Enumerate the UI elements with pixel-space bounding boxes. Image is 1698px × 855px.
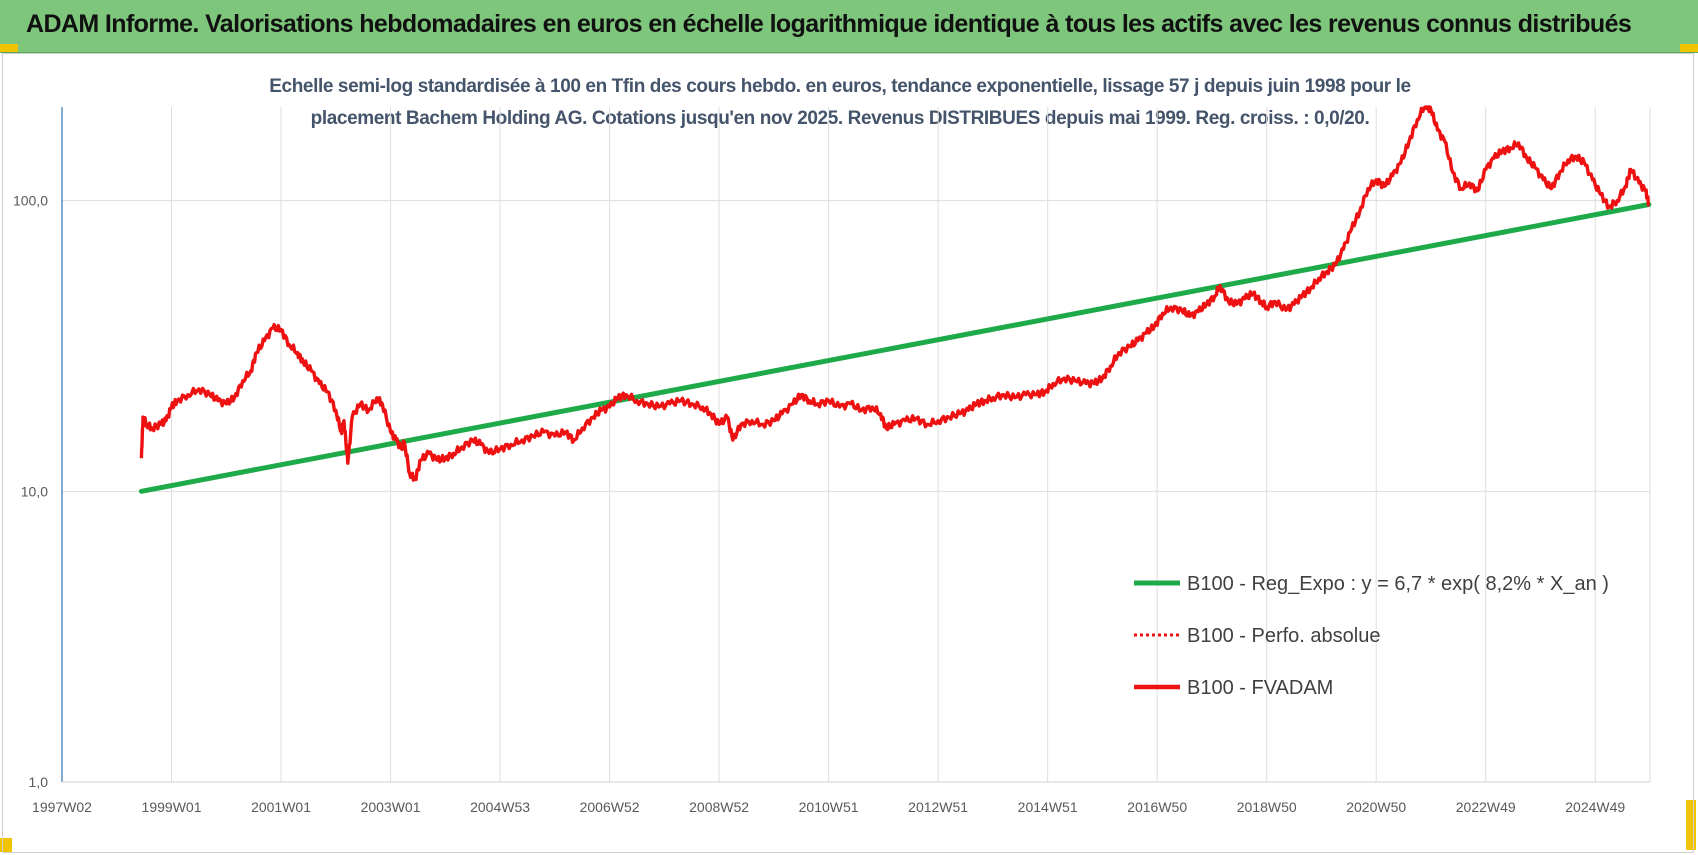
x-tick-label: 2014W51 [1018, 799, 1078, 815]
corner-marker-bottom-right [1686, 800, 1696, 850]
report-title: ADAM Informe. Valorisations hebdomadaire… [26, 10, 1632, 38]
y-tick-label: 100,0 [13, 193, 48, 209]
x-tick-label: 2018W50 [1237, 799, 1297, 815]
vertical-gridlines [61, 107, 1651, 782]
x-tick-label: 2024W49 [1565, 799, 1625, 815]
y-tick-label: 10,0 [21, 483, 48, 499]
x-tick-label: 2003W01 [361, 799, 421, 815]
corner-marker-top-left [0, 44, 18, 52]
y-axis-tick-labels: 1,0 10,0 100,0 [13, 193, 48, 790]
x-tick-label: 2006W52 [580, 799, 640, 815]
chart-title-line-2: placement Bachem Holding AG. Cotations j… [310, 108, 1370, 129]
x-tick-label: 2001W01 [251, 799, 311, 815]
x-tick-label: 1999W01 [142, 799, 202, 815]
corner-marker-top-right [1680, 44, 1698, 52]
series-line-fvadam [139, 105, 1651, 482]
series-line-reg-expo [138, 202, 1652, 494]
chart-frame [2, 53, 1694, 853]
x-tick-label: 2012W51 [908, 799, 968, 815]
x-tick-label: 2004W53 [470, 799, 530, 815]
x-tick-label: 2020W50 [1346, 799, 1406, 815]
x-tick-label: 2010W51 [799, 799, 859, 815]
chart-title-line-1: Echelle semi-log standardisée à 100 en T… [269, 76, 1411, 97]
x-tick-label: 2008W52 [689, 799, 749, 815]
y-tick-label: 1,0 [29, 774, 49, 790]
header-banner: ADAM Informe. Valorisations hebdomadaire… [0, 0, 1698, 53]
x-tick-label: 2016W50 [1127, 799, 1187, 815]
series-layer [138, 105, 1652, 494]
x-axis-tick-labels: 1997W02 1999W01 2001W01 2003W01 2004W53 2006W… [32, 799, 1625, 815]
legend-label: B100 - Reg_Expo : y = 6,7 * exp( 8,2% * … [1187, 573, 1609, 595]
x-tick-label: 1997W02 [32, 799, 92, 815]
legend-label: B100 - Perfo. absolue [1187, 625, 1380, 647]
horizontal-gridlines [62, 200, 1650, 783]
legend: B100 - Reg_Expo : y = 6,7 * exp( 8,2% * … [1134, 573, 1609, 699]
legend-label: B100 - FVADAM [1187, 677, 1333, 699]
x-tick-label: 2022W49 [1456, 799, 1516, 815]
corner-marker-bottom-left [0, 838, 12, 852]
